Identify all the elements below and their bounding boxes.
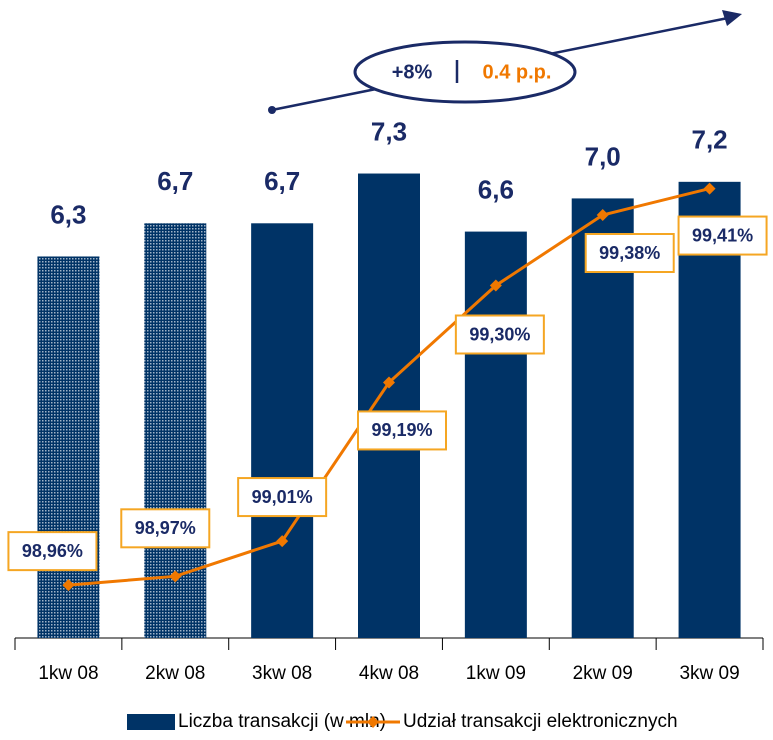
label-box <box>120 508 211 549</box>
line-marker <box>596 209 609 221</box>
line-marker <box>489 279 502 292</box>
value-label: 6,3 <box>50 199 86 229</box>
line-marker <box>169 570 182 583</box>
label-box <box>584 233 675 273</box>
growth-annotation: +8% 0.4 p.p. <box>268 10 742 114</box>
x-tick-label: 2kw 09 <box>573 663 633 684</box>
x-tick-label: 1kw 09 <box>466 663 526 684</box>
line-marker <box>383 376 395 389</box>
value-label: 99,38% <box>599 243 660 263</box>
x-tick-label: 3kw 08 <box>252 663 312 684</box>
annotation-ellipse <box>353 40 577 104</box>
line-marker <box>703 182 716 195</box>
legend-label: Liczba transakcji (w mln) <box>178 711 386 732</box>
value-label: 7,0 <box>585 141 621 171</box>
bar <box>37 256 100 638</box>
legend-label: Udział transakcji elektronicznych <box>403 711 678 732</box>
label-box <box>7 531 98 572</box>
bar <box>251 223 314 638</box>
annotation: +8% <box>392 61 433 83</box>
value-label: 99,30% <box>469 324 530 344</box>
value-label: 6,7 <box>157 166 193 196</box>
value-label: 99,19% <box>371 420 432 440</box>
value-label: 6,7 <box>264 166 300 196</box>
line-marker <box>62 579 75 592</box>
value-label: 7,2 <box>691 125 727 155</box>
value-label: 6,6 <box>478 174 514 204</box>
arrow-start <box>268 106 276 114</box>
x-tick-label: 3kw 09 <box>679 663 739 684</box>
x-tick-label: 1kw 08 <box>38 663 98 684</box>
legend-marker <box>367 716 379 728</box>
legend-swatch <box>127 714 175 730</box>
bar <box>464 231 527 638</box>
value-label: 99,01% <box>252 487 313 507</box>
value-label: 98,97% <box>135 518 196 538</box>
bar <box>358 173 420 638</box>
bar <box>678 181 741 638</box>
label-box <box>357 410 447 451</box>
value-label: 98,96% <box>22 541 83 561</box>
label-box <box>237 477 328 518</box>
x-tick-label: 2kw 08 <box>145 663 205 684</box>
arrow-head <box>722 10 742 26</box>
value-label: 99,41% <box>692 225 753 245</box>
annotation: 0.4 p.p. <box>483 61 552 83</box>
value-label: 7,3 <box>371 116 407 146</box>
line-marker <box>276 535 289 548</box>
label-box <box>454 314 545 355</box>
x-tick-label: 4kw 08 <box>359 663 419 684</box>
label-box <box>677 215 768 256</box>
